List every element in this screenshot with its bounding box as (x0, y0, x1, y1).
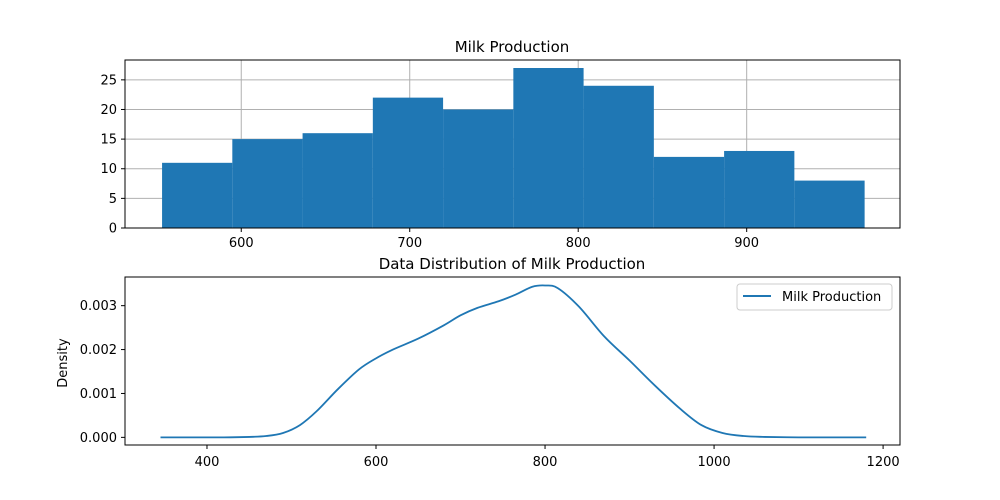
density-y-tick-label: 0.003 (80, 299, 117, 314)
histogram-x-tick-label: 800 (566, 236, 591, 251)
density-plot-frame (124, 276, 901, 446)
histogram-bar (583, 85, 654, 229)
histogram-bar (372, 97, 444, 228)
density-title: Data Distribution of Milk Production (379, 255, 646, 273)
histogram-bar (794, 180, 865, 228)
histogram-y-tick-label: 5 (109, 192, 117, 207)
density-lines (160, 284, 867, 439)
histogram-x-tick-label: 700 (397, 236, 422, 251)
histogram-y-tick-label: 15 (100, 133, 117, 148)
density-x-tick-label: 400 (195, 455, 220, 470)
histogram-bar (443, 109, 514, 228)
density-chart: Data Distribution of Milk Production Den… (56, 255, 901, 470)
legend-box (736, 283, 893, 311)
density-x-tick-label: 800 (533, 455, 558, 470)
histogram-x-tick-label: 900 (734, 236, 759, 251)
density-series-line (160, 284, 867, 439)
histogram-bar (162, 162, 233, 228)
histogram-chart: Milk Production 600 700 800 900 0 5 10 15 20 25 (100, 38, 901, 251)
density-x-ticks: 400 600 800 1000 1200 (195, 445, 900, 470)
density-y-tick-label: 0.001 (80, 387, 117, 402)
histogram-y-tick-label: 10 (100, 162, 117, 177)
histogram-bar (302, 133, 373, 228)
density-y-axis-label: Density (56, 338, 71, 388)
histogram-y-tick-label: 25 (100, 73, 117, 88)
legend-label: Milk Production (782, 290, 881, 305)
histogram-bar (513, 68, 584, 228)
density-x-tick-label: 1200 (867, 455, 900, 470)
histogram-bars (162, 68, 865, 229)
legend: Milk Production (736, 283, 893, 311)
histogram-bar (653, 156, 725, 228)
density-y-ticks: 0.000 0.001 0.002 0.003 (80, 299, 125, 446)
density-x-tick-label: 1000 (698, 455, 731, 470)
histogram-y-ticks: 0 5 10 15 20 25 (100, 73, 125, 237)
histogram-plot-frame (124, 59, 901, 229)
histogram-title: Milk Production (455, 38, 570, 56)
histogram-bar (724, 150, 795, 228)
histogram-y-tick-label: 0 (109, 222, 117, 237)
histogram-x-tick-label: 600 (229, 236, 254, 251)
density-y-tick-label: 0.000 (80, 431, 117, 446)
density-x-tick-label: 600 (364, 455, 389, 470)
histogram-y-tick-label: 20 (100, 103, 117, 118)
density-y-tick-label: 0.002 (80, 343, 117, 358)
histogram-x-ticks: 600 700 800 900 (229, 228, 759, 251)
histogram-bar (232, 139, 303, 228)
